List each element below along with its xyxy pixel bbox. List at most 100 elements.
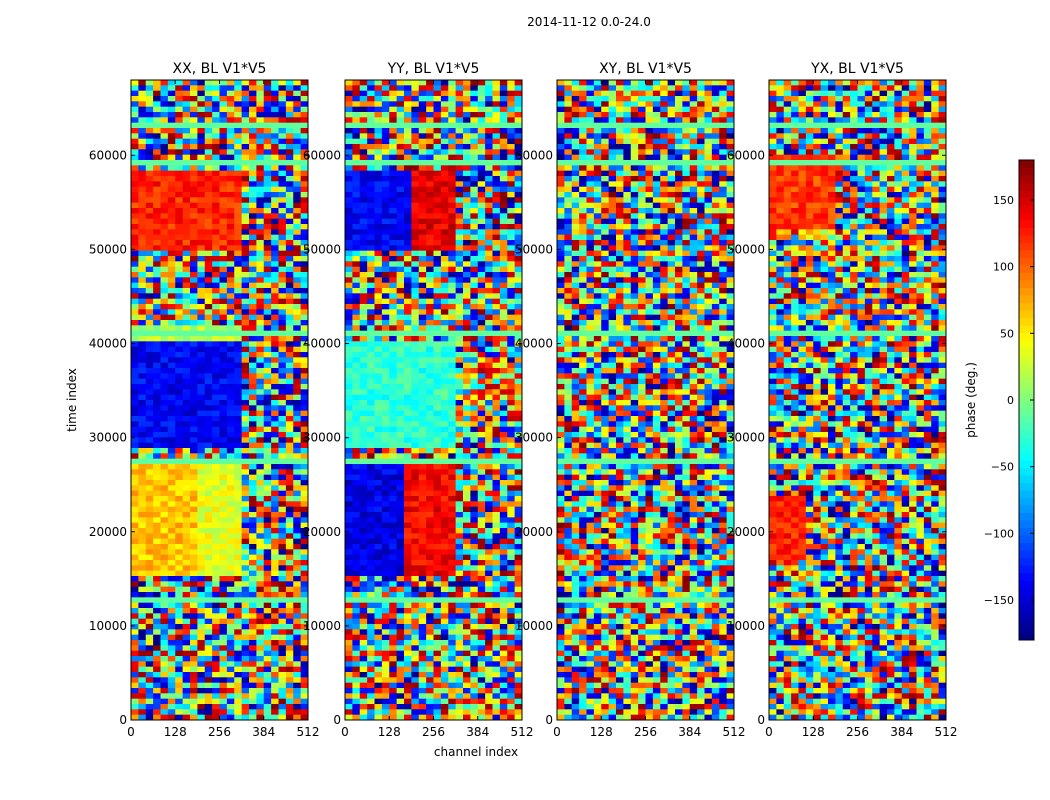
heatmap-cell — [278, 693, 287, 700]
heatmap-cell — [271, 304, 279, 310]
heatmap-cell — [241, 261, 250, 268]
heatmap-cell — [440, 170, 449, 177]
heatmap-cell — [514, 378, 523, 385]
heatmap-cell — [249, 448, 257, 454]
heatmap-cell — [241, 320, 250, 326]
heatmap-cell — [138, 117, 147, 124]
heatmap-cell — [167, 138, 176, 145]
heatmap-cell — [455, 186, 464, 193]
heatmap-cell — [219, 117, 228, 124]
heatmap-cell — [278, 501, 287, 508]
heatmap-cell — [278, 170, 287, 177]
heatmap-cell — [212, 528, 220, 534]
heatmap-cell — [285, 80, 294, 86]
heatmap-cell — [381, 448, 390, 454]
heatmap-cell — [175, 314, 184, 321]
heatmap-cell — [433, 112, 442, 118]
heatmap-cell — [249, 666, 257, 673]
heatmap-cell — [263, 517, 272, 524]
heatmap-cell — [234, 602, 243, 609]
heatmap-cell — [359, 245, 368, 252]
heatmap-cell — [145, 106, 154, 113]
heatmap-cell — [352, 330, 361, 337]
heatmap-cell — [440, 128, 449, 134]
heatmap-cell — [411, 330, 420, 337]
heatmap-cell — [175, 597, 184, 604]
heatmap-cell — [411, 80, 420, 86]
heatmap-cell — [219, 661, 228, 668]
heatmap-cell — [219, 597, 228, 604]
heatmap-cell — [389, 346, 398, 353]
heatmap-cell — [440, 320, 449, 326]
heatmap-cell — [352, 432, 361, 438]
heatmap-cell — [138, 528, 147, 534]
heatmap-cell — [256, 234, 265, 241]
heatmap-cell — [404, 288, 412, 294]
heatmap-cell — [448, 101, 457, 108]
heatmap-cell — [455, 165, 464, 172]
heatmap-cell — [160, 597, 169, 604]
heatmap-cell — [234, 650, 243, 657]
heatmap-cell — [219, 714, 228, 721]
heatmap-cell — [131, 389, 139, 396]
heatmap-cell — [300, 106, 309, 113]
heatmap-cell — [167, 117, 176, 124]
heatmap-cell — [153, 165, 161, 172]
heatmap-cell — [411, 144, 420, 150]
heatmap-cell — [507, 277, 516, 284]
heatmap-cell — [300, 325, 309, 332]
heatmap-cell — [182, 229, 191, 236]
heatmap-cell — [138, 288, 147, 294]
heatmap-cell — [448, 160, 457, 166]
heatmap-cell — [285, 426, 294, 433]
heatmap-cell — [138, 634, 147, 641]
heatmap-cell — [433, 256, 442, 262]
heatmap-cell — [190, 128, 198, 134]
heatmap-cell — [219, 384, 228, 390]
heatmap-cell — [381, 378, 390, 385]
heatmap-cell — [145, 213, 154, 220]
heatmap-cell — [160, 453, 169, 460]
heatmap-cell — [160, 272, 169, 278]
heatmap-cell — [404, 341, 412, 348]
heatmap-cell — [182, 80, 191, 86]
heatmap-cell — [374, 384, 383, 390]
heatmap-cell — [204, 293, 213, 300]
heatmap-cell — [293, 133, 302, 140]
heatmap-cell — [153, 448, 161, 454]
heatmap-cell — [470, 128, 479, 134]
heatmap-cell — [374, 325, 383, 332]
heatmap-cell — [359, 496, 368, 502]
heatmap-cell — [234, 85, 243, 92]
heatmap-cell — [138, 357, 147, 364]
heatmap-cell — [138, 149, 147, 156]
heatmap-cell — [381, 192, 390, 198]
heatmap-cell — [381, 517, 390, 524]
heatmap-cell — [182, 362, 191, 369]
heatmap-cell — [249, 704, 257, 710]
heatmap-cell — [145, 666, 154, 673]
heatmap-cell — [359, 213, 368, 220]
heatmap-cell — [249, 464, 257, 470]
heatmap-cell — [499, 304, 508, 310]
heatmap-cell — [433, 85, 442, 92]
heatmap-cell — [433, 517, 442, 524]
heatmap-cell — [381, 80, 390, 86]
heatmap-cell — [175, 608, 184, 614]
heatmap-cell — [463, 357, 471, 364]
heatmap-cell — [396, 400, 405, 406]
heatmap-cell — [212, 661, 220, 668]
heatmap-cell — [381, 373, 390, 380]
heatmap-cell — [138, 122, 147, 129]
heatmap-cell — [256, 437, 265, 444]
heatmap-cell — [426, 352, 434, 358]
heatmap-cell — [293, 693, 302, 700]
heatmap-cell — [300, 405, 309, 412]
heatmap-cell — [167, 458, 176, 465]
heatmap-cell — [411, 432, 420, 438]
heatmap-cell — [271, 629, 279, 636]
heatmap-cell — [219, 112, 228, 118]
heatmap-cell — [389, 426, 398, 433]
heatmap-cell — [278, 96, 287, 102]
heatmap-cell — [160, 309, 169, 316]
